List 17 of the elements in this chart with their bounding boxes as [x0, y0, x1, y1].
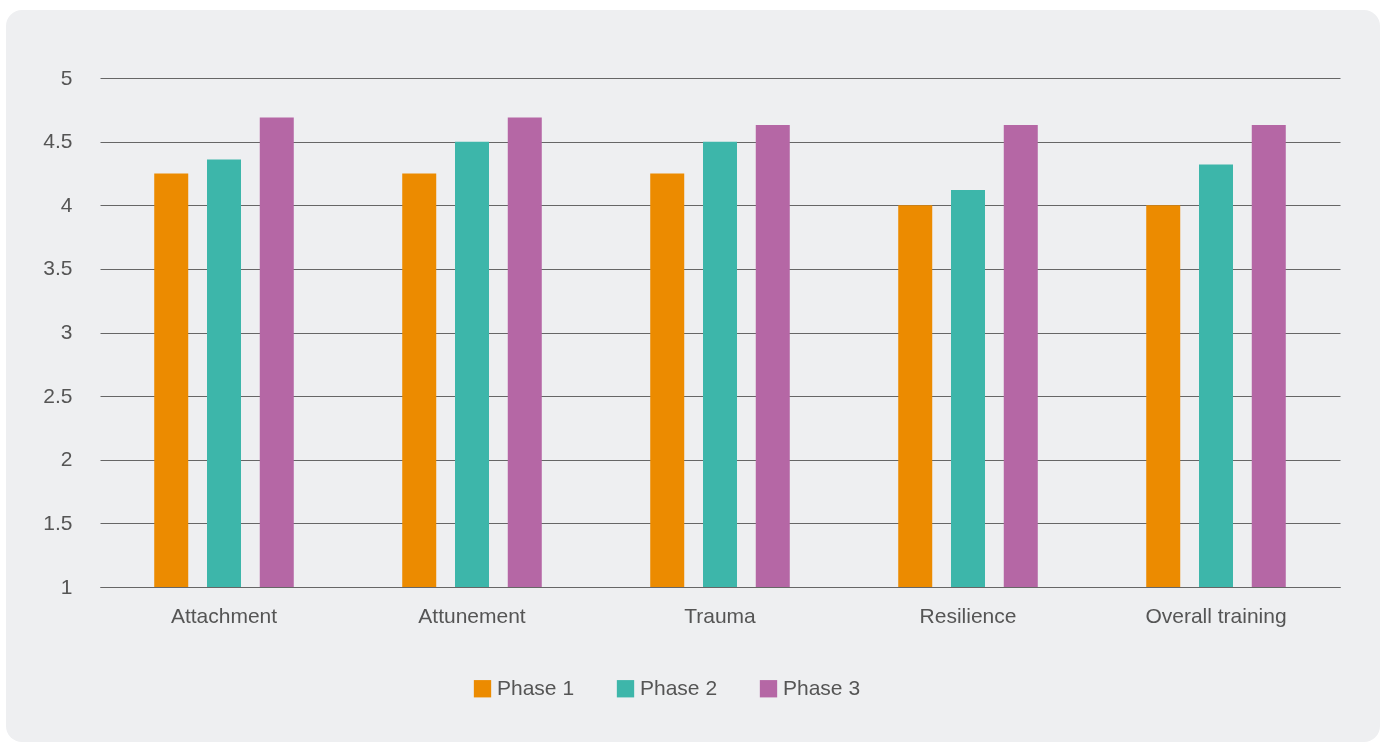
y-tick-label: 4.5: [43, 129, 73, 153]
y-tick-label: 3: [60, 320, 73, 343]
y-tick-label: 5: [60, 65, 73, 89]
y-tick-label: 1.5: [43, 510, 73, 534]
x-tick-label: Attunement: [418, 603, 526, 627]
legend-label: Phase 3: [783, 675, 861, 699]
y-tick-label: 2.5: [43, 383, 73, 407]
y-tick-label: 4: [60, 192, 73, 216]
x-tick-label: Attachment: [170, 603, 278, 627]
legend-label: Phase 2: [640, 675, 718, 699]
y-tick-label: 1: [60, 574, 73, 598]
legend-label: Phase 1: [497, 675, 575, 699]
x-tick-label: Overall training: [1145, 603, 1287, 627]
x-tick-label: Resilience: [919, 603, 1017, 627]
x-tick-label: Trauma: [684, 603, 757, 627]
y-tick-label: 3.5: [43, 256, 73, 280]
y-tick-label: 2: [60, 447, 73, 471]
